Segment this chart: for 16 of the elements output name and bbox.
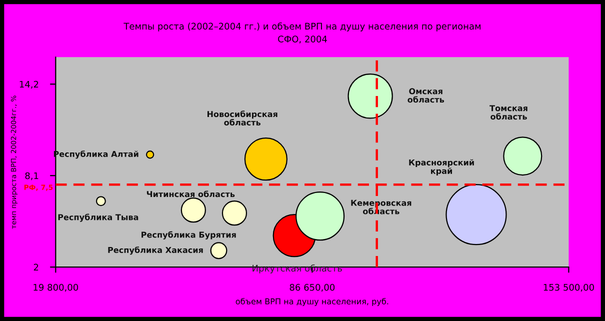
y-tick-label: 8,1 [25, 172, 38, 180]
text: Томская область [490, 105, 528, 120]
x-tick-label: 153 500,00 [544, 284, 594, 292]
series-label: Новосибирская область [207, 110, 278, 126]
x-tick-label: 19 800,00 [34, 284, 78, 292]
x-tick-label: 86 650,00 [290, 284, 335, 292]
chart-title: Темпы роста (2002–2004 гг.) и объем ВРП на душу населения по регионам СФО, 2004 [124, 22, 481, 44]
x-axis-title: объем ВРП на душу населения, руб. [236, 298, 388, 306]
series-label: Омская область [408, 88, 444, 103]
series-label: Красноярский край [409, 159, 474, 176]
y-tick-label: 14,2 [20, 80, 38, 89]
series-label: Республика Тыва [58, 214, 138, 222]
series-label: Республика Хакасия [108, 246, 203, 255]
y-tick-label: 2 [34, 264, 38, 270]
series-label: Читинская область [146, 190, 235, 198]
series-label: Республика Бурятия [142, 231, 236, 240]
